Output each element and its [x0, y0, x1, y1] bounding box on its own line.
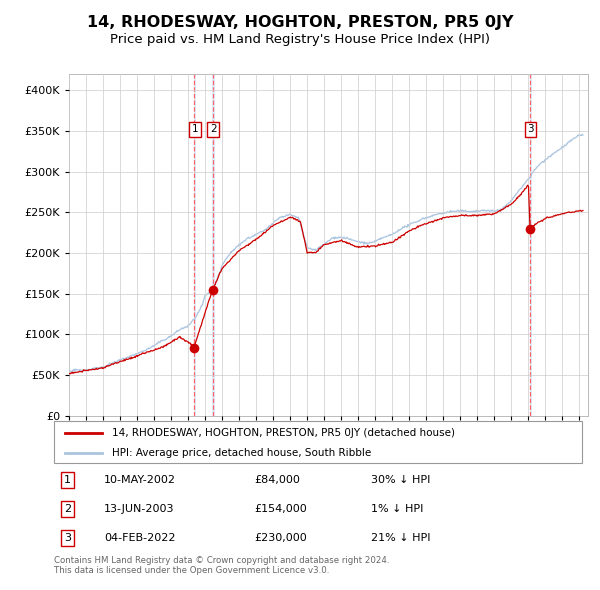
Text: £230,000: £230,000: [254, 533, 307, 543]
Text: 30% ↓ HPI: 30% ↓ HPI: [371, 476, 430, 486]
Bar: [194, 74, 196, 416]
Text: 14, RHODESWAY, HOGHTON, PRESTON, PR5 0JY (detached house): 14, RHODESWAY, HOGHTON, PRESTON, PR5 0JY…: [112, 428, 455, 438]
Text: 3: 3: [527, 124, 534, 134]
Text: £84,000: £84,000: [254, 476, 301, 486]
Bar: [530, 74, 532, 416]
Text: 1: 1: [64, 476, 71, 486]
Text: 2: 2: [64, 504, 71, 514]
Text: 13-JUN-2003: 13-JUN-2003: [104, 504, 175, 514]
Text: 1% ↓ HPI: 1% ↓ HPI: [371, 504, 423, 514]
Text: 10-MAY-2002: 10-MAY-2002: [104, 476, 176, 486]
Text: 2: 2: [210, 124, 217, 134]
Text: HPI: Average price, detached house, South Ribble: HPI: Average price, detached house, Sout…: [112, 448, 371, 457]
Bar: [212, 74, 215, 416]
Text: Price paid vs. HM Land Registry's House Price Index (HPI): Price paid vs. HM Land Registry's House …: [110, 33, 490, 46]
Text: £154,000: £154,000: [254, 504, 307, 514]
Text: 21% ↓ HPI: 21% ↓ HPI: [371, 533, 430, 543]
Text: Contains HM Land Registry data © Crown copyright and database right 2024.
This d: Contains HM Land Registry data © Crown c…: [54, 556, 389, 575]
Text: 1: 1: [191, 124, 198, 134]
Text: 14, RHODESWAY, HOGHTON, PRESTON, PR5 0JY: 14, RHODESWAY, HOGHTON, PRESTON, PR5 0JY: [87, 15, 513, 30]
Text: 3: 3: [64, 533, 71, 543]
Text: 04-FEB-2022: 04-FEB-2022: [104, 533, 176, 543]
